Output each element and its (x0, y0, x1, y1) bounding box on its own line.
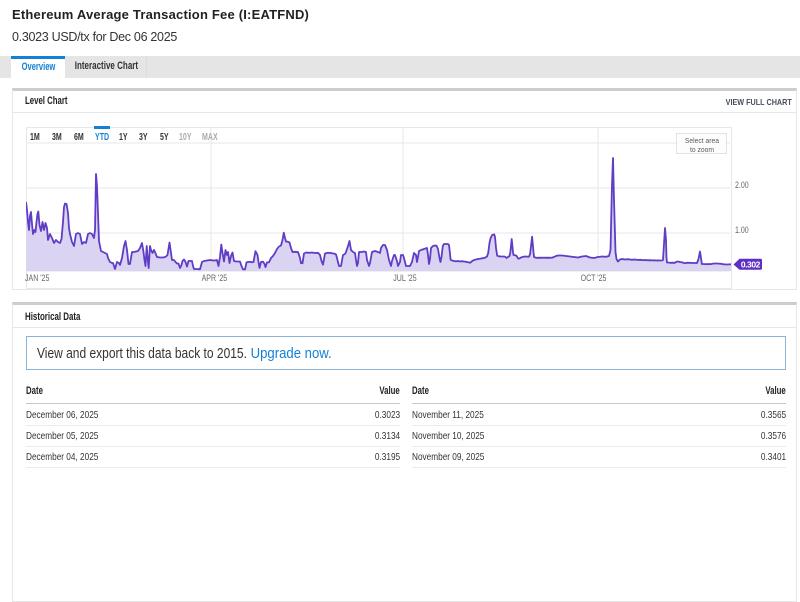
svg-text:0.302: 0.302 (741, 260, 761, 270)
